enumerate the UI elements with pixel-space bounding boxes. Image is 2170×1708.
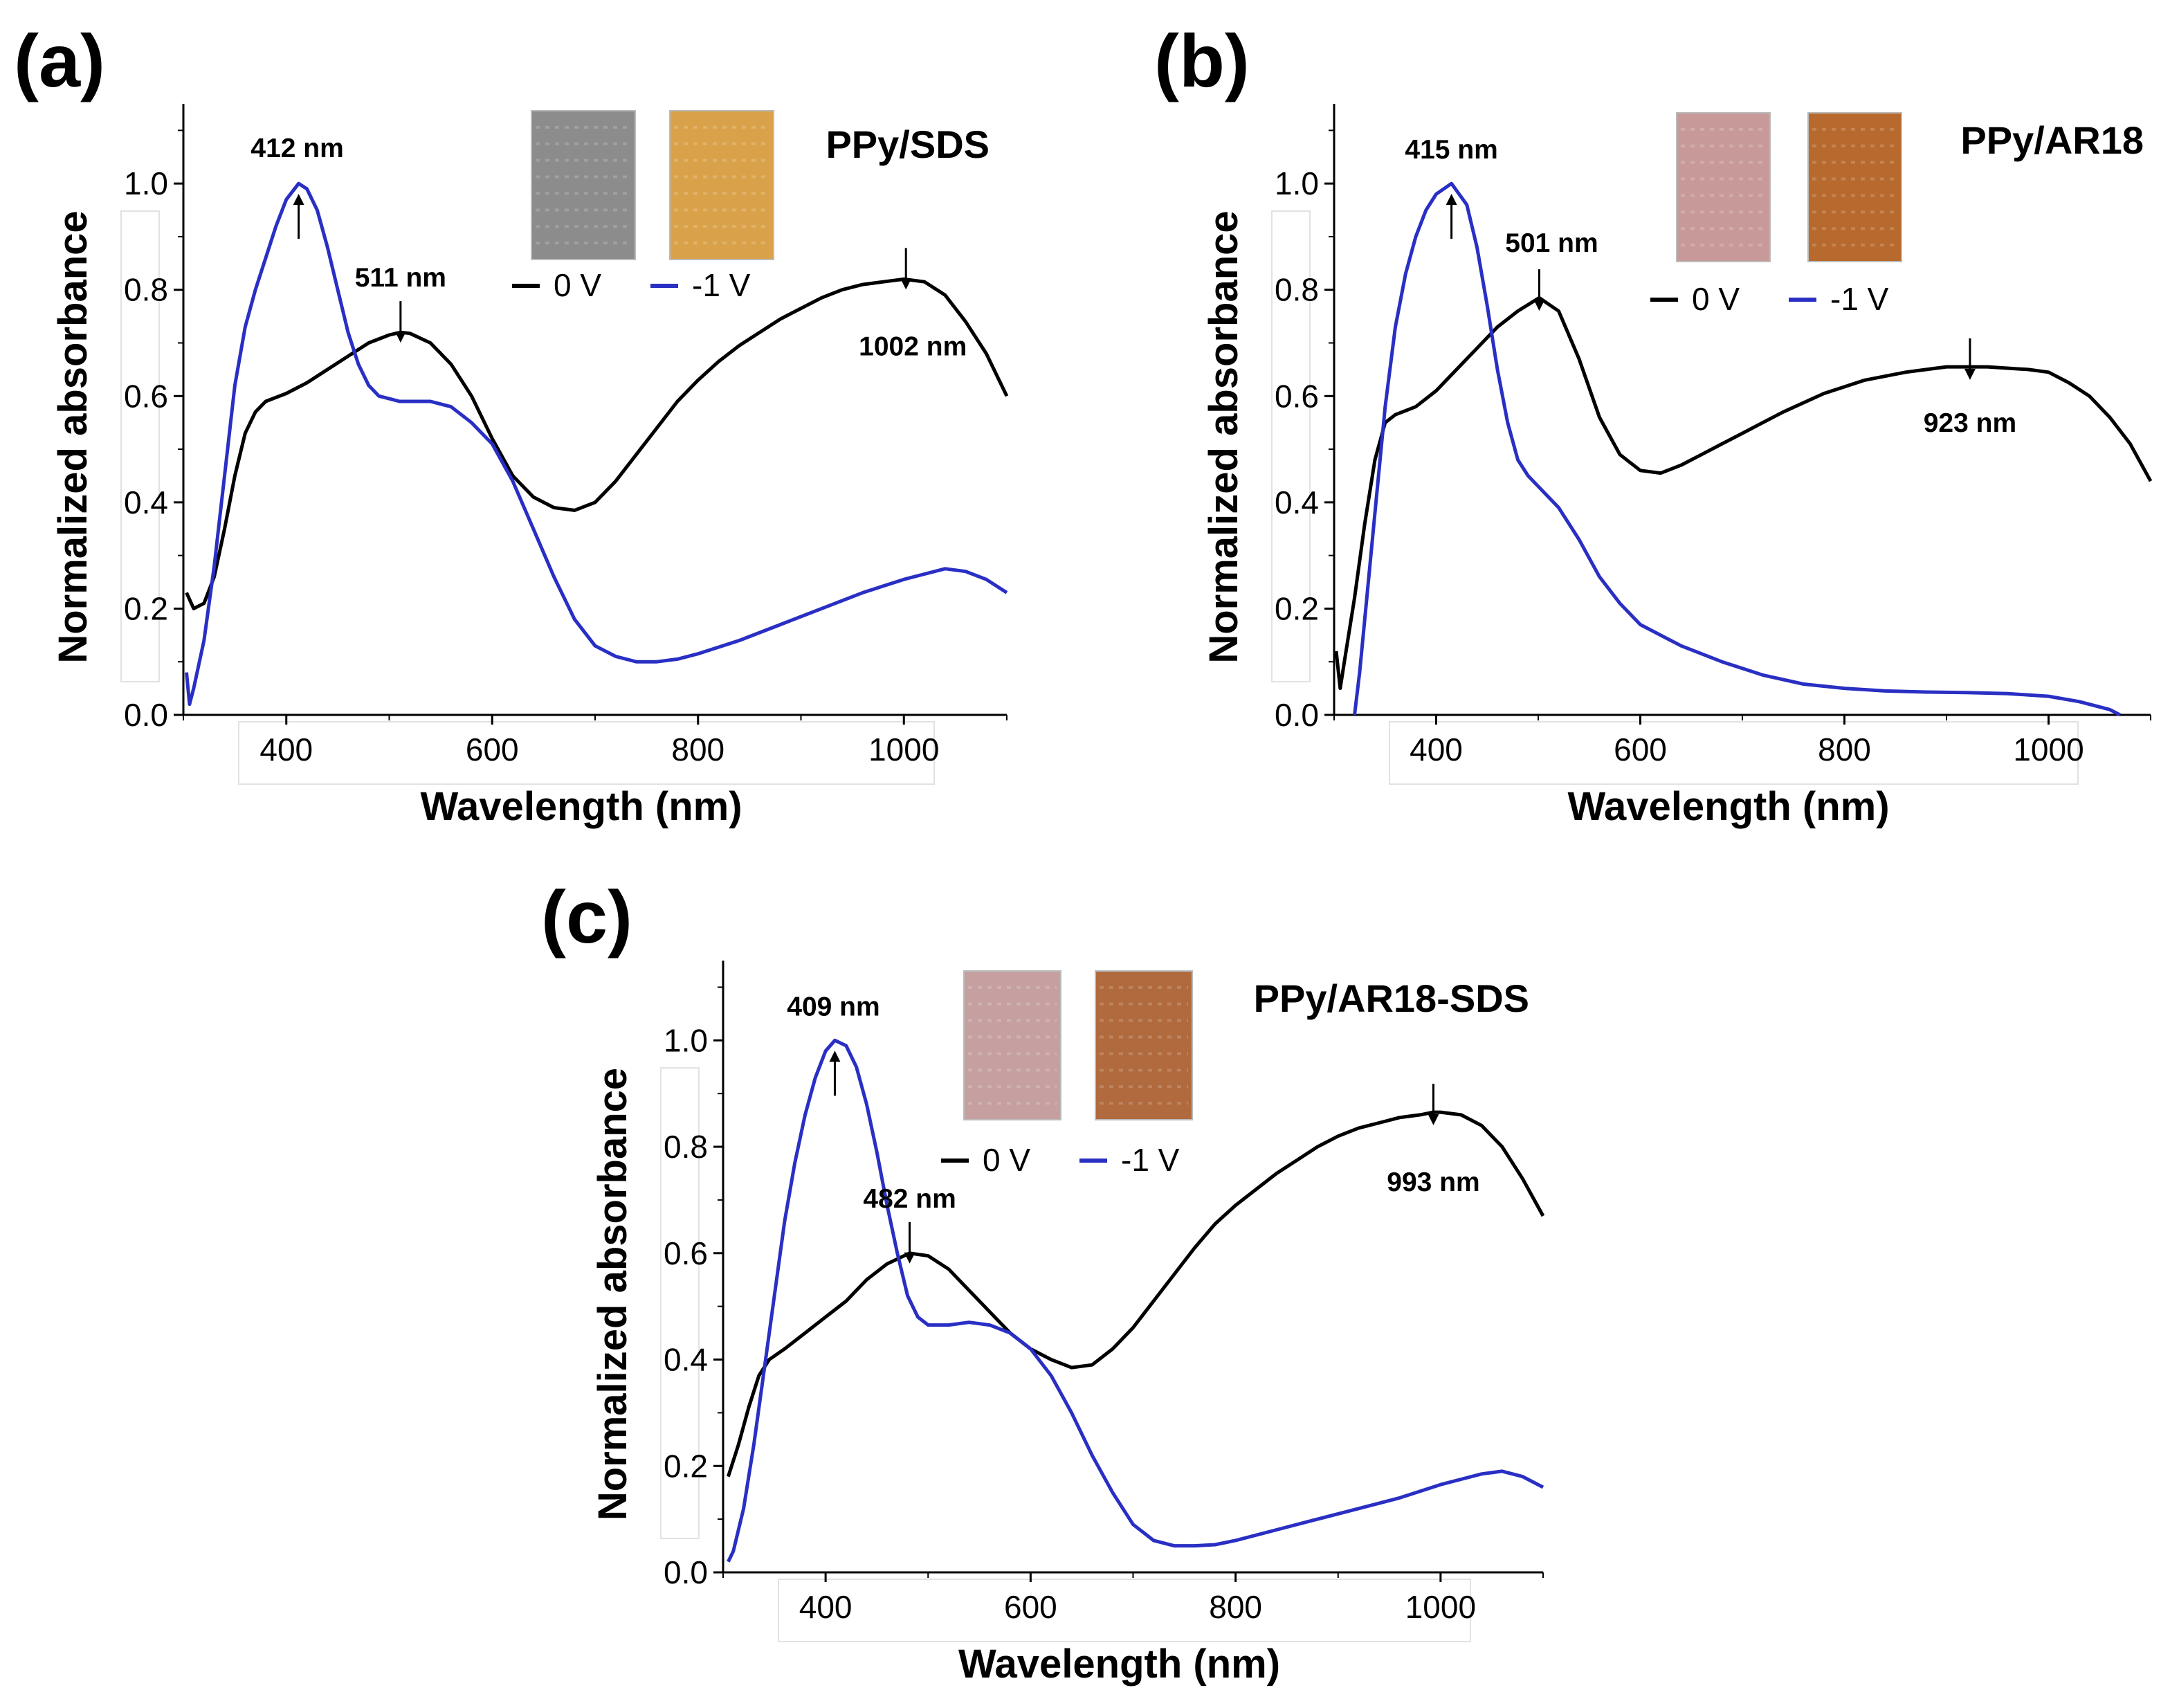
panel-label: (c) [541, 875, 632, 959]
x-tick-label: 600 [1004, 1589, 1057, 1625]
sample-photo-minus1v [1095, 970, 1193, 1120]
x-tick-label: 400 [259, 732, 313, 767]
series-line-0v [185, 277, 1009, 610]
y-tick-label: 1.0 [124, 165, 168, 201]
panel-label: (b) [1154, 19, 1250, 102]
x-tick-label: 400 [1410, 732, 1463, 767]
peak-annotation: 1002 nm [859, 331, 967, 361]
y-tick-label: 0.2 [124, 590, 168, 626]
legend-label-0v: 0 V [1692, 281, 1740, 317]
y-tick-label: 0.2 [664, 1448, 708, 1484]
y-tick-label: 1.0 [1275, 165, 1319, 201]
y-tick-label: 0.4 [664, 1342, 708, 1378]
peak-arrowhead [900, 278, 912, 290]
x-tick-label: 1000 [2013, 732, 2084, 767]
y-axis-label: Normalized absorbance [1201, 210, 1246, 663]
peak-arrowhead [1533, 300, 1545, 311]
sample-photo-0v [1676, 112, 1771, 262]
peak-annotation: 923 nm [1924, 408, 2016, 438]
peak-arrowhead [829, 1051, 841, 1062]
y-axis-label: Normalized absorbance [590, 1068, 635, 1520]
y-tick-label: 0.8 [124, 272, 168, 308]
peak-arrowhead [1428, 1114, 1439, 1125]
sample-photo-0v [963, 970, 1061, 1120]
legend-label-minus1v: -1 V [1121, 1142, 1180, 1178]
y-tick-label: 0.0 [1275, 697, 1319, 733]
y-tick-label: 0.8 [664, 1129, 708, 1165]
panel-title: PPy/AR18 [1960, 118, 2144, 162]
y-tick-label: 0.0 [664, 1554, 708, 1590]
y-tick-label: 0.6 [124, 378, 168, 414]
y-tick-label: 0.8 [1275, 272, 1319, 308]
series-line-minus1v [185, 181, 1008, 707]
x-axis-label: Wavelength (nm) [958, 1642, 1280, 1687]
panel-a: (a) 0.0 0.2 0.4 0.6 0.8 1.0 400 600 800 1000 Wavele… [14, 19, 1009, 829]
panel-title: PPy/AR18-SDS [1254, 976, 1529, 1020]
ylabel-frame [660, 1067, 700, 1539]
sample-photo-0v [531, 110, 636, 260]
panel-c: (c) 0.0 0.2 0.4 0.6 0.8 1.0 400 600 800 1000 Wavele… [541, 875, 1545, 1687]
xtick-frame [778, 1579, 1471, 1642]
panel-label: (a) [14, 19, 105, 102]
ylabel-frame [120, 210, 160, 682]
x-tick-label: 1000 [1405, 1589, 1476, 1625]
x-tick-label: 800 [1209, 1589, 1262, 1625]
peak-annotation: 409 nm [787, 992, 879, 1021]
x-tick-label: 800 [671, 732, 724, 767]
x-axis-label: Wavelength (nm) [420, 784, 742, 829]
x-tick-label: 800 [1818, 732, 1871, 767]
series-line-0v [1334, 296, 2153, 691]
series-line-minus1v [1353, 181, 2121, 717]
x-axis-label: Wavelength (nm) [1567, 784, 1889, 829]
ylabel-frame [1271, 210, 1311, 682]
y-tick-label: 0.6 [1275, 378, 1319, 414]
peak-annotation: 412 nm [250, 134, 343, 163]
legend-label-minus1v: -1 V [692, 267, 751, 303]
peak-arrowhead [1446, 194, 1457, 206]
x-tick-label: 1000 [868, 732, 939, 767]
x-tick-label: 400 [799, 1589, 852, 1625]
y-tick-label: 0.6 [664, 1235, 708, 1271]
peak-annotation: 415 nm [1405, 135, 1497, 165]
peak-arrowhead [904, 1252, 915, 1264]
sample-photo-minus1v [1807, 112, 1902, 262]
peak-annotation: 993 nm [1387, 1168, 1479, 1197]
sample-photo-minus1v [669, 110, 774, 260]
peak-annotation: 511 nm [355, 263, 446, 293]
panel-b: (b) 0.0 0.2 0.4 0.6 0.8 1.0 400 600 800 1000 Wavele… [1154, 19, 2153, 829]
peak-annotation: 501 nm [1505, 228, 1598, 258]
peak-arrowhead [1964, 368, 1976, 380]
legend-label-0v: 0 V [554, 267, 601, 303]
x-tick-label: 600 [1614, 732, 1667, 767]
y-tick-label: 0.0 [124, 697, 168, 733]
y-tick-label: 0.4 [124, 484, 168, 520]
series-line-0v [727, 1110, 1545, 1478]
peak-annotation: 482 nm [863, 1184, 956, 1214]
x-tick-label: 600 [466, 732, 519, 767]
y-axis-label: Normalized absorbance [51, 210, 95, 663]
y-tick-label: 0.2 [1275, 590, 1319, 626]
y-tick-label: 0.4 [1275, 484, 1319, 520]
xtick-frame [1389, 721, 2079, 785]
legend-label-minus1v: -1 V [1830, 281, 1889, 317]
series-line-minus1v [727, 1038, 1544, 1563]
legend-label-0v: 0 V [983, 1142, 1030, 1178]
y-tick-label: 1.0 [664, 1022, 708, 1058]
xtick-frame [238, 721, 935, 785]
peak-arrowhead [394, 331, 406, 343]
panel-title: PPy/SDS [826, 122, 990, 166]
peak-arrowhead [293, 194, 304, 206]
